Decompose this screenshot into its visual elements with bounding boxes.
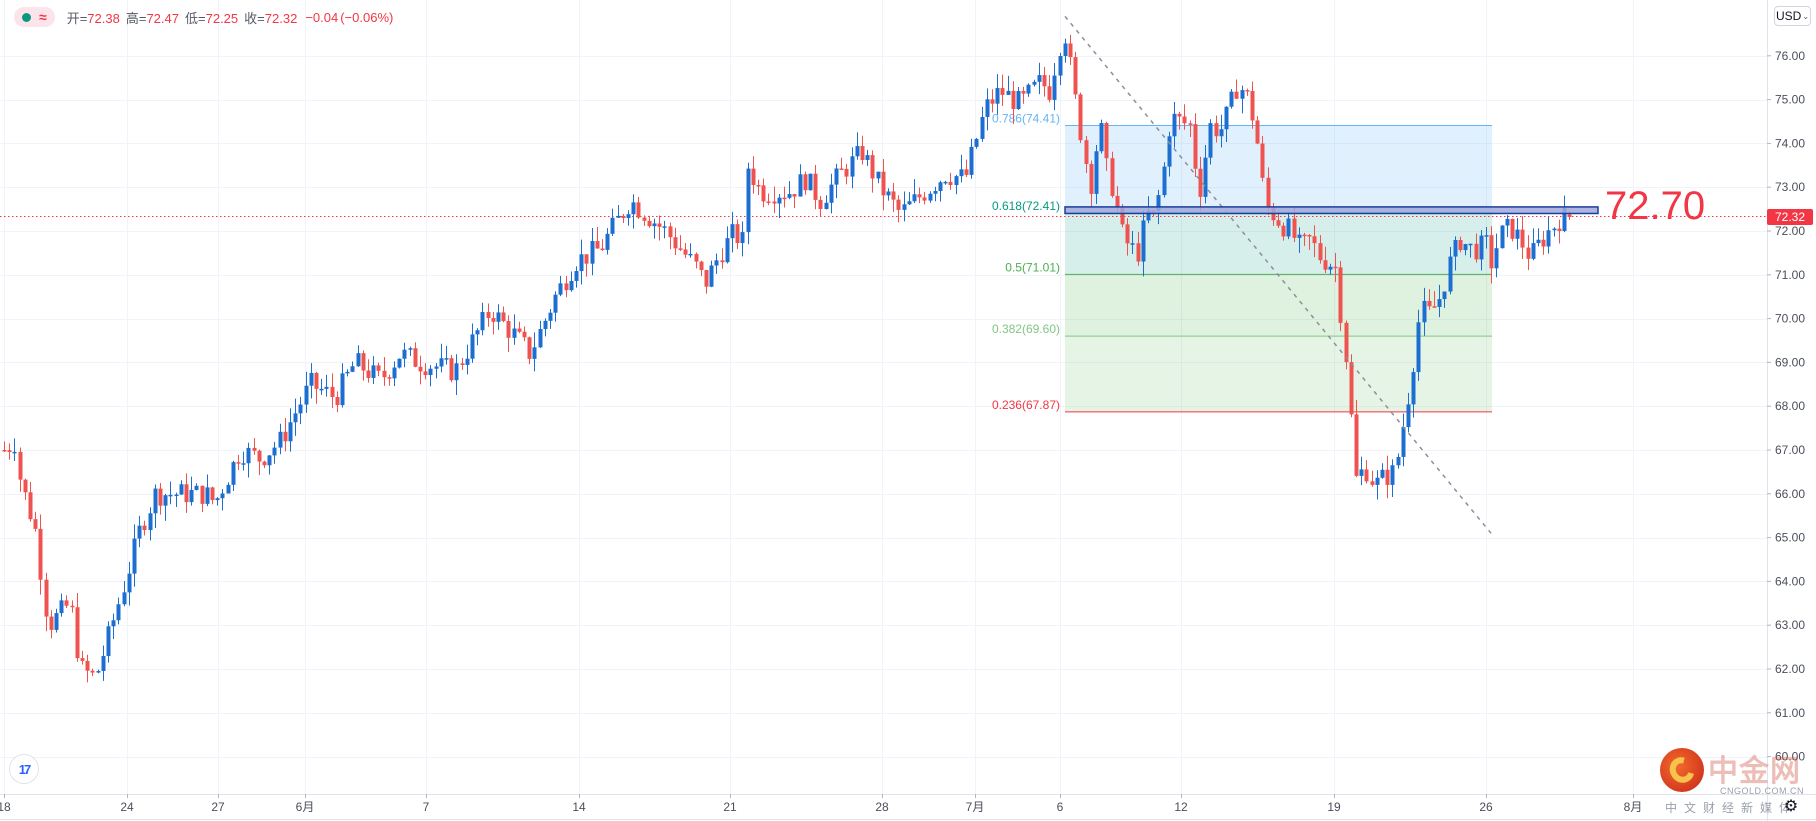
price-axis-tick: 64.00 — [1775, 574, 1805, 588]
fib-level-label: 0.382(69.60) — [992, 322, 1060, 336]
watermark-subtitle: 中文财经新媒体 — [1665, 801, 1799, 815]
open-label: 开 — [66, 10, 80, 26]
close-value: 72.32 — [264, 10, 298, 26]
high-label: 高 — [125, 10, 139, 26]
time-axis-tick: 21 — [723, 800, 737, 814]
ohlc-legend: ≈ 开=72.38 高=72.47 低=72.25 收=72.32 −0.04 … — [14, 6, 393, 28]
time-axis-tick: 19 — [1327, 800, 1341, 814]
time-axis-tick: 8月 — [1624, 800, 1643, 814]
price-axis-tick: 74.00 — [1775, 136, 1805, 150]
time-axis-tick: 7月 — [966, 800, 985, 814]
cngold-watermark: 中金网 CNGOLD.COM.CN 中文财经新媒体 — [1660, 748, 1810, 815]
price-axis-tick: 65.00 — [1775, 531, 1805, 545]
price-axis-tick: 73.00 — [1775, 180, 1805, 194]
currency-label: USD — [1775, 9, 1802, 23]
currency-selector[interactable]: USD ⌄ — [1774, 6, 1811, 26]
price-axis-tick: 70.00 — [1775, 312, 1805, 326]
time-axis-tick: 26 — [1479, 800, 1493, 814]
time-axis-tick: 6 — [1057, 800, 1064, 814]
price-axis-tick: 76.00 — [1775, 49, 1805, 63]
change-percent: (−0.06%) — [340, 9, 394, 25]
fib-level-label: 0.5(71.01) — [1005, 260, 1060, 274]
time-axis-tick: 7 — [423, 800, 430, 814]
tradingview-logo-icon[interactable]: 17 — [9, 754, 39, 784]
low-value: 72.25 — [205, 10, 239, 26]
time-axis-tick: 27 — [211, 800, 225, 814]
time-axis-tick: 24 — [120, 800, 134, 814]
chevron-down-icon: ⌄ — [1802, 11, 1810, 21]
fib-level-label: 0.618(72.41) — [992, 199, 1060, 213]
settings-gear-icon[interactable]: ⚙ — [1783, 798, 1799, 815]
data-wave-icon: ≈ — [39, 9, 47, 25]
watermark-title: 中金网 — [1708, 755, 1801, 788]
price-axis-tick: 67.00 — [1775, 443, 1805, 457]
cngold-logo-icon — [1660, 748, 1704, 792]
high-value: 72.47 — [146, 10, 179, 26]
watermark-url: CNGOLD.COM.CN — [1720, 786, 1805, 796]
price-axis-tick: 75.00 — [1775, 93, 1805, 107]
time-axis-tick: 12 — [1174, 800, 1188, 814]
price-annotation-text[interactable]: 72.70 — [1605, 184, 1706, 228]
fib-level-label: 0.786(74.41) — [992, 111, 1060, 125]
fib-level-label: 0.236(67.87) — [992, 398, 1060, 412]
price-axis-tick: 68.00 — [1775, 399, 1805, 413]
price-axis-tick: 60.00 — [1775, 750, 1805, 764]
change-value: −0.04 — [305, 9, 339, 25]
time-axis-tick: 28 — [875, 800, 889, 814]
symbol-status-pill[interactable]: ≈ — [14, 7, 55, 27]
price-axis-tick: 72.00 — [1775, 224, 1805, 238]
current-price-label: 72.32 — [1767, 209, 1813, 225]
open-value: 72.38 — [87, 10, 120, 26]
price-axis-tick: 71.00 — [1775, 268, 1805, 282]
price-axis-tick: 63.00 — [1775, 618, 1805, 632]
price-axis-tick: 69.00 — [1775, 355, 1805, 369]
price-axis-tick: 61.00 — [1775, 706, 1805, 720]
price-axis-tick: 66.00 — [1775, 487, 1805, 501]
low-label: 低 — [185, 10, 199, 26]
price-axis-tick: 62.00 — [1775, 662, 1805, 676]
market-open-dot-icon — [22, 12, 31, 22]
time-axis-tick: 14 — [572, 800, 586, 814]
time-axis-tick: 18 — [0, 800, 11, 814]
close-label: 收 — [244, 10, 258, 26]
time-axis-tick: 6月 — [296, 800, 315, 814]
resistance-band[interactable] — [1064, 206, 1599, 215]
